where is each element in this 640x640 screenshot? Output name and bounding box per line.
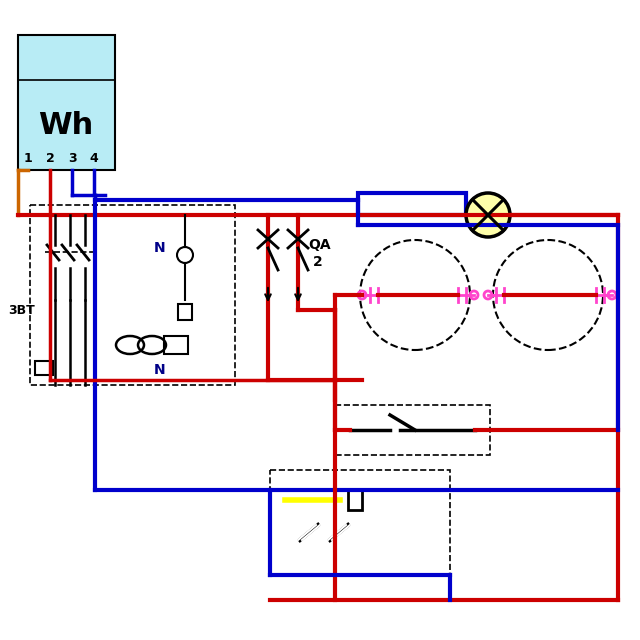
Bar: [358, 193, 466, 215]
Text: QA: QA: [308, 238, 331, 252]
Bar: [348, 490, 362, 510]
Text: N: N: [154, 241, 166, 255]
Text: 2: 2: [313, 255, 323, 269]
Text: Wh: Wh: [38, 111, 93, 140]
Text: 3BT: 3BT: [8, 303, 35, 317]
Text: N: N: [154, 363, 166, 377]
Text: 2: 2: [45, 152, 54, 164]
Bar: [178, 304, 192, 320]
Circle shape: [466, 193, 510, 237]
Bar: [164, 336, 188, 354]
Text: 1: 1: [24, 152, 33, 164]
Text: 3: 3: [68, 152, 76, 164]
Text: 4: 4: [90, 152, 99, 164]
Polygon shape: [18, 35, 115, 170]
Bar: [35, 361, 53, 375]
